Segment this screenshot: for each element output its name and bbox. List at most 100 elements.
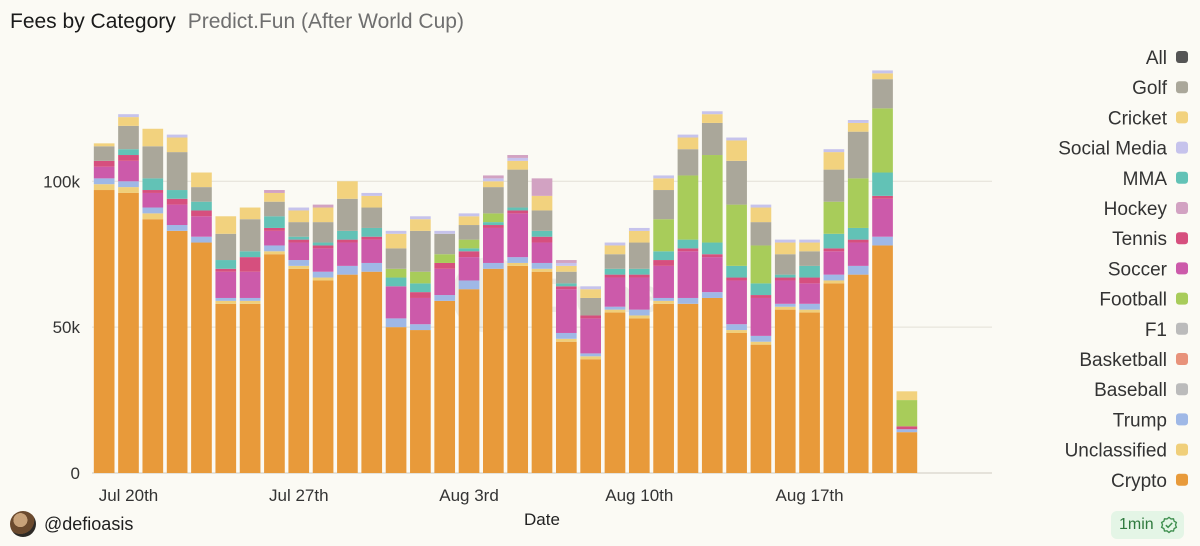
- bar-segment[interactable]: [385, 230, 407, 234]
- bar-segment[interactable]: [847, 274, 869, 473]
- bar-segment[interactable]: [361, 262, 383, 272]
- bar-segment[interactable]: [507, 157, 529, 161]
- bar-segment[interactable]: [726, 280, 747, 325]
- bar-segment[interactable]: [215, 233, 237, 261]
- bar-segment[interactable]: [531, 242, 553, 263]
- legend-item[interactable]: Tennis: [1112, 229, 1188, 250]
- bar-segment[interactable]: [531, 236, 553, 243]
- bar-segment[interactable]: [118, 181, 139, 188]
- bar-segment[interactable]: [628, 230, 650, 243]
- bar-segment[interactable]: [410, 324, 431, 331]
- legend-item[interactable]: Hockey: [1104, 199, 1188, 220]
- bar-segment[interactable]: [337, 181, 358, 199]
- bar-segment[interactable]: [93, 190, 115, 473]
- bar-segment[interactable]: [774, 280, 796, 304]
- bar-segment[interactable]: [239, 251, 261, 258]
- bar-segment[interactable]: [483, 181, 504, 188]
- bar-segment[interactable]: [93, 166, 115, 179]
- bar-segment[interactable]: [93, 178, 115, 185]
- bar-segment[interactable]: [118, 155, 139, 161]
- bar-segment[interactable]: [483, 175, 504, 179]
- bar-segment[interactable]: [872, 108, 893, 173]
- bar-segment[interactable]: [312, 245, 334, 249]
- bar-segment[interactable]: [531, 268, 553, 272]
- bar-segment[interactable]: [93, 146, 115, 161]
- bar-segment[interactable]: [483, 225, 504, 228]
- bar-segment[interactable]: [337, 239, 358, 243]
- legend-item[interactable]: Football: [1099, 290, 1188, 311]
- bar-segment[interactable]: [701, 297, 723, 473]
- bar-segment[interactable]: [166, 198, 188, 205]
- bar-segment[interactable]: [555, 341, 577, 473]
- bar-segment[interactable]: [847, 120, 869, 123]
- bar-segment[interactable]: [774, 309, 796, 473]
- bar-segment[interactable]: [750, 245, 772, 284]
- bar-segment[interactable]: [555, 262, 577, 266]
- bar-segment[interactable]: [580, 353, 601, 357]
- bar-segment[interactable]: [288, 268, 310, 473]
- bar-segment[interactable]: [142, 213, 164, 220]
- bar-segment[interactable]: [677, 303, 699, 473]
- bar-segment[interactable]: [847, 122, 869, 132]
- bar-segment[interactable]: [118, 114, 139, 118]
- bar-segment[interactable]: [774, 254, 796, 275]
- bar-segment[interactable]: [215, 300, 237, 304]
- bar-segment[interactable]: [628, 315, 650, 319]
- bar-segment[interactable]: [555, 286, 577, 290]
- bar-segment[interactable]: [118, 160, 139, 182]
- bar-segment[interactable]: [312, 277, 334, 281]
- bar-segment[interactable]: [288, 260, 310, 266]
- author-badge[interactable]: @defioasis: [10, 511, 133, 537]
- bar-segment[interactable]: [385, 318, 407, 328]
- bar-segment[interactable]: [191, 242, 212, 473]
- bar-segment[interactable]: [726, 324, 747, 331]
- bar-segment[interactable]: [799, 283, 820, 304]
- bar-segment[interactable]: [410, 297, 431, 325]
- bar-segment[interactable]: [555, 265, 577, 272]
- legend-item[interactable]: Unclassified: [1065, 441, 1188, 462]
- bar-segment[interactable]: [191, 216, 212, 237]
- bar-segment[interactable]: [142, 178, 164, 191]
- bar-segment[interactable]: [166, 204, 188, 226]
- bar-segment[interactable]: [823, 233, 845, 249]
- bar-segment[interactable]: [750, 344, 772, 473]
- bar-segment[interactable]: [166, 137, 188, 153]
- bar-segment[interactable]: [604, 242, 626, 246]
- bar-segment[interactable]: [653, 190, 674, 220]
- bar-segment[interactable]: [896, 391, 918, 401]
- bar-segment[interactable]: [288, 236, 310, 240]
- legend-item[interactable]: Baseball: [1094, 380, 1188, 401]
- bar-segment[interactable]: [483, 227, 504, 263]
- bar-segment[interactable]: [118, 117, 139, 126]
- bar-segment[interactable]: [799, 303, 820, 310]
- bar-segment[interactable]: [774, 277, 796, 281]
- bar-segment[interactable]: [483, 178, 504, 182]
- bar-segment[interactable]: [191, 201, 212, 211]
- bar-segment[interactable]: [750, 341, 772, 345]
- bar-segment[interactable]: [458, 216, 480, 226]
- legend-item[interactable]: Trump: [1113, 410, 1188, 431]
- bar-segment[interactable]: [872, 172, 893, 196]
- bar-segment[interactable]: [410, 292, 431, 298]
- bar-segment[interactable]: [410, 330, 431, 473]
- bar-segment[interactable]: [774, 242, 796, 255]
- bar-segment[interactable]: [750, 295, 772, 298]
- bar-segment[interactable]: [555, 289, 577, 333]
- bar-segment[interactable]: [580, 289, 601, 298]
- bar-segment[interactable]: [458, 289, 480, 473]
- bar-segment[interactable]: [726, 330, 747, 333]
- bar-segment[interactable]: [701, 114, 723, 123]
- bar-segment[interactable]: [677, 137, 699, 150]
- bar-segment[interactable]: [531, 178, 553, 196]
- bar-segment[interactable]: [337, 198, 358, 231]
- bar-segment[interactable]: [604, 274, 626, 278]
- bar-segment[interactable]: [264, 245, 285, 252]
- bar-segment[interactable]: [774, 274, 796, 278]
- bar-segment[interactable]: [555, 338, 577, 342]
- bar-segment[interactable]: [239, 271, 261, 298]
- bar-segment[interactable]: [337, 265, 358, 275]
- bar-segment[interactable]: [677, 134, 699, 138]
- bar-segment[interactable]: [677, 175, 699, 240]
- bar-segment[interactable]: [750, 204, 772, 208]
- bar-segment[interactable]: [312, 222, 334, 243]
